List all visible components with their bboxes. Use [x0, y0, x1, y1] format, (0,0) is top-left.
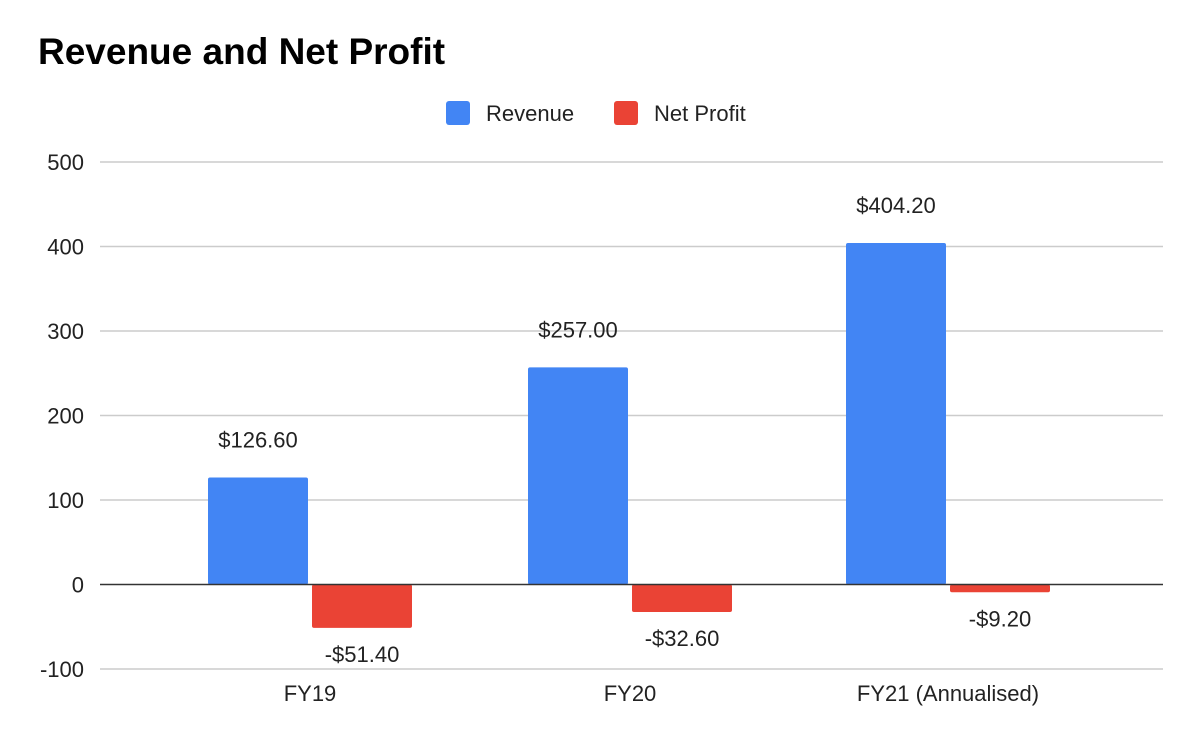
legend-swatch-net-profit — [614, 101, 638, 125]
y-axis-tick-labels: 500 400 300 200 100 0 -100 — [40, 150, 84, 682]
legend-swatch-revenue — [446, 101, 470, 125]
x-category-label: FY20 — [604, 681, 657, 706]
y-tick-label: 500 — [47, 150, 84, 175]
y-tick-label: 200 — [47, 404, 84, 429]
data-labels: $126.60 $257.00 $404.20 -$51.40 -$32.60 -$9.2… — [218, 193, 1031, 667]
bars — [208, 242, 1050, 628]
y-tick-label: 100 — [47, 488, 84, 513]
legend-label-revenue: Revenue — [486, 101, 574, 126]
net-profit-bar — [950, 584, 1050, 593]
net-profit-bar — [632, 584, 732, 613]
legend-label-net-profit: Net Profit — [654, 101, 746, 126]
x-category-label: FY21 (Annualised) — [857, 681, 1039, 706]
revenue-data-label: $257.00 — [538, 317, 618, 342]
x-category-label: FY19 — [284, 681, 337, 706]
revenue-data-label: $126.60 — [218, 428, 298, 453]
y-tick-label: 300 — [47, 319, 84, 344]
y-tick-label: 400 — [47, 235, 84, 260]
legend: Revenue Net Profit — [446, 101, 746, 126]
revenue-bar — [528, 367, 628, 585]
net-profit-data-label: -$51.40 — [325, 642, 400, 667]
net-profit-data-label: -$32.60 — [645, 626, 720, 651]
y-tick-label: -100 — [40, 657, 84, 682]
revenue-data-label: $404.20 — [856, 193, 936, 218]
net-profit-bar — [312, 584, 412, 628]
revenue-bar — [846, 242, 946, 585]
gridlines — [100, 161, 1163, 670]
y-tick-label: 0 — [72, 573, 84, 598]
chart-title: Revenue and Net Profit — [38, 31, 446, 72]
revenue-bar — [208, 477, 308, 585]
x-axis-category-labels: FY19 FY20 FY21 (Annualised) — [284, 681, 1039, 706]
net-profit-data-label: -$9.20 — [969, 606, 1031, 631]
